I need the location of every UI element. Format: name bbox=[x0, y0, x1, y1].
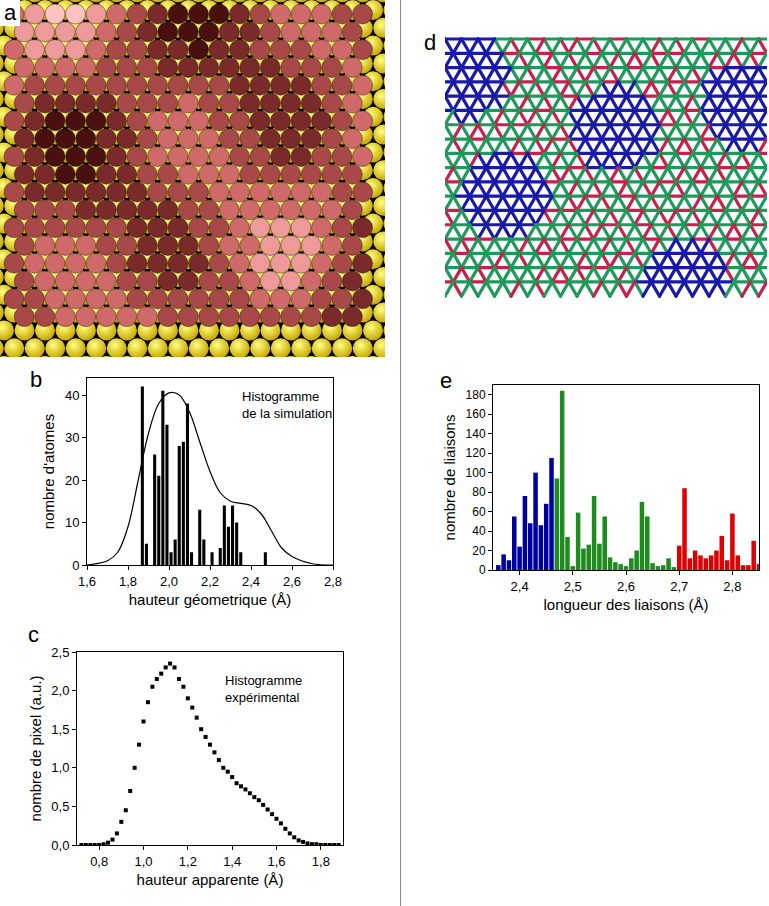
svg-text:20: 20 bbox=[65, 473, 79, 488]
svg-text:1,6: 1,6 bbox=[267, 854, 285, 869]
svg-text:1,0: 1,0 bbox=[134, 854, 152, 869]
svg-text:180: 180 bbox=[466, 388, 486, 402]
html-text:e: e bbox=[440, 368, 453, 393]
svg-text:140: 140 bbox=[466, 427, 486, 441]
svg-text:2,2: 2,2 bbox=[201, 574, 219, 589]
svg-text:2,4: 2,4 bbox=[242, 574, 260, 589]
svg-text:2,7: 2,7 bbox=[670, 579, 688, 594]
svg-text:Histogrammeexpérimental: Histogrammeexpérimental bbox=[225, 673, 302, 705]
svg-text:10: 10 bbox=[65, 515, 79, 530]
svg-text:longueur des liaisons (Å): longueur des liaisons (Å) bbox=[543, 596, 708, 613]
svg-text:40: 40 bbox=[65, 388, 79, 403]
svg-text:60: 60 bbox=[472, 505, 486, 519]
svg-text:hauteur apparente (Å): hauteur apparente (Å) bbox=[137, 871, 284, 888]
svg-text:30: 30 bbox=[65, 430, 79, 445]
svg-text:100: 100 bbox=[466, 466, 486, 480]
svg-text:2,4: 2,4 bbox=[511, 579, 529, 594]
svg-text:nombre d'atomes: nombre d'atomes bbox=[40, 414, 57, 529]
svg-text:nombre de pixel (a.u.): nombre de pixel (a.u.) bbox=[27, 676, 44, 822]
html-text:b: b bbox=[30, 367, 43, 392]
svg-text:2,8: 2,8 bbox=[324, 574, 342, 589]
svg-text:1,2: 1,2 bbox=[179, 854, 197, 869]
svg-text:1,8: 1,8 bbox=[119, 574, 137, 589]
svg-text:Histogrammede la simulation: Histogrammede la simulation bbox=[242, 389, 332, 421]
svg-text:1,6: 1,6 bbox=[78, 574, 96, 589]
svg-text:hauteur géometrique (Å): hauteur géometrique (Å) bbox=[129, 591, 292, 608]
html-text:d: d bbox=[424, 30, 437, 55]
html-text:a: a bbox=[4, 0, 17, 25]
svg-text:0: 0 bbox=[479, 563, 486, 577]
svg-text:2,5: 2,5 bbox=[51, 645, 69, 660]
svg-text:20: 20 bbox=[472, 544, 486, 558]
svg-text:1,5: 1,5 bbox=[51, 722, 69, 737]
html-text:c: c bbox=[28, 622, 39, 647]
svg-text:2,0: 2,0 bbox=[51, 683, 69, 698]
svg-text:0,0: 0,0 bbox=[51, 838, 69, 853]
svg-text:80: 80 bbox=[472, 485, 486, 499]
svg-text:2,6: 2,6 bbox=[283, 574, 301, 589]
svg-text:0: 0 bbox=[72, 558, 79, 573]
svg-text:1,8: 1,8 bbox=[312, 854, 330, 869]
svg-text:2,6: 2,6 bbox=[617, 579, 635, 594]
svg-text:1,4: 1,4 bbox=[223, 854, 241, 869]
svg-text:2,0: 2,0 bbox=[160, 574, 178, 589]
svg-text:2,8: 2,8 bbox=[723, 579, 741, 594]
svg-text:160: 160 bbox=[466, 407, 486, 421]
svg-text:1,0: 1,0 bbox=[51, 760, 69, 775]
svg-text:2,5: 2,5 bbox=[564, 579, 582, 594]
svg-text:0,5: 0,5 bbox=[51, 799, 69, 814]
svg-text:40: 40 bbox=[472, 524, 486, 538]
svg-text:nombre de liaisons: nombre de liaisons bbox=[441, 415, 458, 541]
svg-text:0,8: 0,8 bbox=[90, 854, 108, 869]
svg-text:120: 120 bbox=[466, 446, 486, 460]
